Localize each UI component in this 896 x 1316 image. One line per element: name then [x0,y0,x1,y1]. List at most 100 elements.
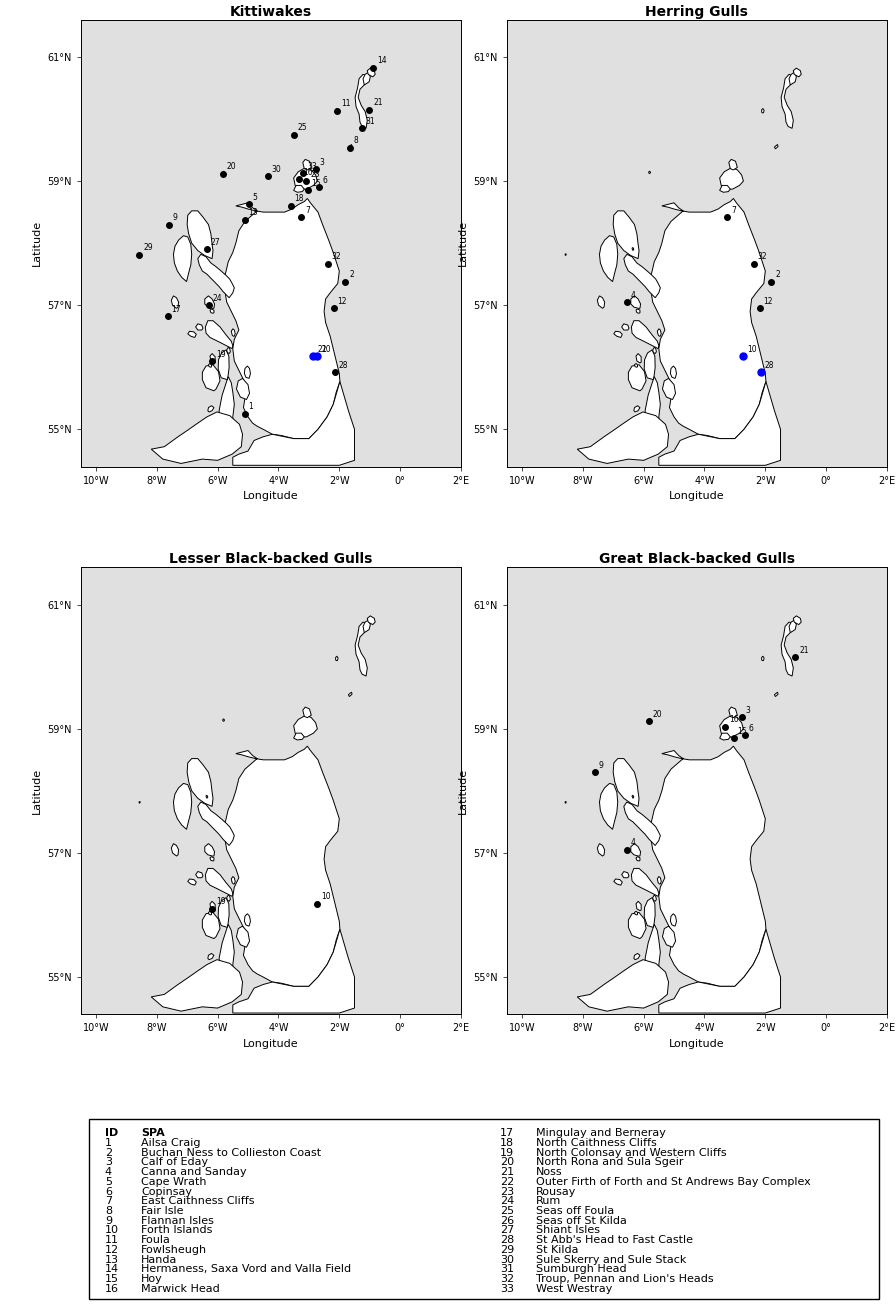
Text: Rum: Rum [536,1196,562,1207]
Text: 14: 14 [377,57,387,64]
Polygon shape [793,616,801,625]
Polygon shape [719,733,730,740]
Text: 7: 7 [731,205,736,215]
Polygon shape [223,171,225,174]
Polygon shape [336,657,338,661]
Polygon shape [187,758,213,807]
Polygon shape [658,876,661,884]
Text: 1: 1 [248,403,253,412]
Polygon shape [670,366,676,379]
Text: 2: 2 [349,270,354,279]
Polygon shape [728,159,737,170]
Polygon shape [622,871,629,878]
Text: 9: 9 [105,1216,112,1225]
Polygon shape [636,857,640,861]
Title: Great Black-backed Gulls: Great Black-backed Gulls [599,553,795,566]
Text: Seas off Foula: Seas off Foula [536,1205,615,1216]
Text: 4: 4 [631,838,635,848]
Polygon shape [367,68,375,76]
Polygon shape [224,199,340,438]
Text: West Westray: West Westray [536,1283,613,1294]
Text: 20: 20 [500,1158,514,1167]
Y-axis label: Latitude: Latitude [31,220,41,266]
Text: Seas off St Kilda: Seas off St Kilda [536,1216,627,1225]
Polygon shape [363,72,370,86]
Polygon shape [202,912,220,938]
Polygon shape [220,376,235,436]
Polygon shape [719,167,744,190]
Polygon shape [355,622,367,676]
Text: 24: 24 [212,293,222,303]
Text: 19: 19 [216,350,226,358]
Polygon shape [728,707,737,717]
Text: 8: 8 [105,1205,112,1216]
Polygon shape [139,254,141,255]
Polygon shape [151,959,243,1011]
Text: 17: 17 [172,305,181,315]
Text: 18: 18 [500,1138,514,1148]
Polygon shape [624,801,660,845]
Polygon shape [294,715,317,737]
X-axis label: Longitude: Longitude [243,491,298,501]
Text: 32: 32 [757,253,767,261]
Polygon shape [634,363,638,367]
Polygon shape [652,895,657,901]
Text: Fair Isle: Fair Isle [142,1205,184,1216]
Text: 6: 6 [323,176,327,184]
Polygon shape [622,324,629,330]
Text: 10: 10 [321,345,331,354]
Polygon shape [202,365,220,391]
Polygon shape [227,347,230,354]
Text: 32: 32 [332,253,341,261]
Polygon shape [303,707,311,717]
Text: 2: 2 [775,270,780,279]
Text: 26: 26 [500,1216,514,1225]
Text: 15: 15 [105,1274,119,1284]
Polygon shape [658,329,661,336]
Text: 21: 21 [373,99,383,107]
Text: 27: 27 [500,1225,514,1236]
Text: 24: 24 [500,1196,514,1207]
Text: 16: 16 [303,167,313,176]
Text: Rousay: Rousay [536,1187,577,1196]
Text: St Abb's Head to Fast Castle: St Abb's Head to Fast Castle [536,1236,694,1245]
Polygon shape [636,901,642,911]
Polygon shape [231,329,236,336]
Polygon shape [789,620,797,633]
Polygon shape [336,108,338,113]
Polygon shape [719,186,730,192]
Text: 3: 3 [745,705,751,715]
Polygon shape [206,247,208,250]
Polygon shape [237,926,249,948]
Text: 13: 13 [248,208,258,217]
Text: 27: 27 [211,238,220,247]
Text: Hoy: Hoy [142,1274,163,1284]
Text: 7: 7 [305,205,310,215]
Polygon shape [198,254,235,297]
Polygon shape [205,869,233,896]
Polygon shape [223,719,225,721]
Polygon shape [628,365,646,391]
Text: 5: 5 [105,1177,112,1187]
Text: 22: 22 [317,345,326,354]
Polygon shape [195,324,203,330]
Polygon shape [294,167,317,190]
Polygon shape [631,844,641,855]
Text: 4: 4 [105,1167,112,1178]
Polygon shape [614,332,623,337]
Text: North Rona and Sula Sgeir: North Rona and Sula Sgeir [536,1158,684,1167]
Polygon shape [781,74,793,129]
Polygon shape [187,211,213,259]
Polygon shape [198,801,235,845]
Text: 15: 15 [312,179,322,188]
Polygon shape [206,795,208,799]
Text: 25: 25 [297,124,307,132]
Text: 29: 29 [143,243,152,253]
Polygon shape [210,901,215,911]
Text: East Caithness Cliffs: East Caithness Cliffs [142,1196,254,1207]
Text: Fowlsheugh: Fowlsheugh [142,1245,207,1255]
Polygon shape [781,622,793,676]
Text: 9: 9 [173,213,177,222]
Text: 9: 9 [599,761,603,770]
X-axis label: Longitude: Longitude [669,491,725,501]
